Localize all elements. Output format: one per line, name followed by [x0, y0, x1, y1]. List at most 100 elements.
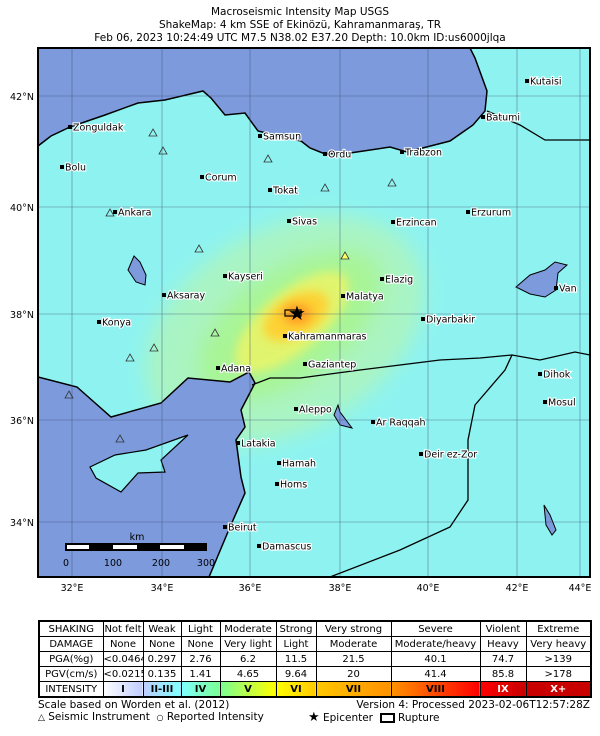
legend-row-header: SHAKING — [38, 620, 104, 637]
city-dot — [294, 407, 298, 411]
legend-cell: IX — [479, 681, 527, 698]
legend-cell: Heavy — [479, 636, 527, 652]
city-label: Ankara — [118, 208, 151, 219]
legend-cell: Light — [180, 620, 221, 637]
city-label: Aleppo — [299, 405, 332, 416]
legend-cell: >139 — [525, 651, 592, 667]
city-label: Ordu — [328, 150, 351, 161]
city-dot — [113, 210, 117, 214]
city-marker: Hamah — [277, 457, 317, 471]
city-dot — [421, 317, 425, 321]
black-sea — [38, 48, 488, 155]
scale-tick: 200 — [152, 558, 170, 569]
map-title: Macroseismic Intensity Map USGS — [210, 6, 390, 18]
city-label: Kahramanmaras — [288, 332, 367, 343]
lat-label: 34°N — [10, 518, 34, 529]
legend-cell: 4.65 — [219, 666, 277, 682]
legend-cell: I — [102, 681, 144, 698]
legend-cell: II-III — [142, 681, 182, 698]
triangle-icon: △ — [38, 713, 45, 723]
city-label: Malatya — [346, 292, 384, 303]
city-marker: Mosul — [543, 396, 577, 410]
event-info: Feb 06, 2023 10:24:49 UTC M7.5 N38.02 E3… — [94, 32, 506, 44]
city-label: Homs — [280, 480, 307, 491]
city-label: Hamah — [282, 459, 316, 470]
city-marker: Konya — [97, 316, 132, 330]
legend-cell: 0.297 — [142, 651, 182, 667]
city-dot — [162, 293, 166, 297]
city-marker: Tokat — [268, 184, 299, 198]
circle-icon: ○ — [156, 713, 164, 722]
city-label: Zonguldak — [73, 123, 124, 134]
seismic-instrument-triangle-icon — [263, 154, 273, 163]
legend-cell: 11.5 — [275, 651, 317, 667]
legend-cell: Moderate — [315, 636, 392, 652]
lat-label: 38°N — [10, 310, 34, 321]
legend-cell: VII — [315, 681, 392, 698]
seismic-instrument-triangle-icon — [148, 128, 158, 137]
legend-cell: >178 — [525, 666, 592, 682]
city-marker: Diyarbakir — [421, 313, 476, 327]
city-marker: Kutaisi — [525, 75, 563, 89]
city-marker: Batumi — [481, 111, 521, 125]
legend-cell: 9.64 — [275, 666, 317, 682]
city-label: Kutaisi — [530, 77, 562, 88]
legend-cell: 21.5 — [315, 651, 392, 667]
legend-cell: 85.8 — [479, 666, 527, 682]
legend-row: DAMAGE None None None Very light Light Moderat… — [38, 636, 592, 652]
city-label: Van — [559, 284, 577, 295]
lon-label: 36°E — [239, 583, 262, 594]
scale-unit: km — [130, 532, 145, 543]
city-dot — [258, 134, 262, 138]
city-dot — [391, 220, 395, 224]
mediterranean-sea — [38, 370, 256, 577]
legend-cell: Extreme — [525, 620, 592, 637]
seismic-instruments — [64, 128, 397, 443]
epicenter-star-icon: ★ — [288, 301, 306, 325]
city-dot — [223, 525, 227, 529]
city-label: Erzurum — [471, 208, 511, 219]
rupture-icon — [379, 713, 395, 723]
epicenter-label: Epicenter — [323, 712, 373, 724]
legend-row-header: INTENSITY — [38, 681, 104, 698]
city-label: Diyarbakir — [426, 315, 475, 326]
seismic-instrument-triangle-icon — [115, 434, 125, 443]
legend-cell: Very light — [219, 636, 277, 652]
lon-label: 44°E — [569, 583, 592, 594]
seismic-instrument-label: Seismic Instrument — [48, 711, 150, 723]
legend-row: SHAKING Not felt Weak Light Moderate Strong Ve… — [38, 620, 592, 637]
seismic-instrument-triangle-icon — [125, 353, 135, 362]
lon-label: 42°E — [506, 583, 529, 594]
city-marker: Malatya — [341, 290, 385, 304]
city-dot — [60, 165, 64, 169]
city-marker: Corum — [200, 171, 238, 185]
city-dot — [341, 294, 345, 298]
city-dot — [283, 334, 287, 338]
lat-label: 36°N — [10, 416, 34, 427]
scale-tick: 0 — [63, 558, 69, 569]
city-label: Dihok — [543, 370, 571, 381]
legend-row: PGV(cm/s) <0.0215 0.135 1.41 4.65 9.64 20 41.4 8… — [38, 666, 592, 682]
lon-label: 40°E — [417, 583, 440, 594]
city-dot — [223, 274, 227, 278]
seismic-instrument-triangle-icon — [64, 390, 74, 399]
intensity-legend-table: SHAKING Not felt Weak Light Moderate Strong Ve… — [38, 620, 592, 698]
city-label: Adana — [221, 364, 251, 375]
seismic-instrument-triangle-icon — [105, 208, 115, 217]
country-borders — [251, 110, 590, 577]
legend-cell: Very strong — [315, 620, 392, 637]
city-dot — [68, 125, 72, 129]
city-marker: Erzurum — [466, 206, 512, 220]
legend-cell: 74.7 — [479, 651, 527, 667]
city-label: Sivas — [292, 217, 317, 228]
city-dot — [236, 441, 240, 445]
city-marker: Sivas — [287, 215, 318, 229]
city-label: Aksaray — [167, 291, 205, 302]
legend-cell: Very heavy — [525, 636, 592, 652]
city-dot — [97, 320, 101, 324]
city-dot — [400, 150, 404, 154]
seismic-instrument-triangle-icon — [158, 146, 168, 155]
legend-cell: 41.4 — [390, 666, 481, 682]
legend-cell: 1.41 — [180, 666, 221, 682]
city-label: Samsun — [263, 132, 301, 143]
